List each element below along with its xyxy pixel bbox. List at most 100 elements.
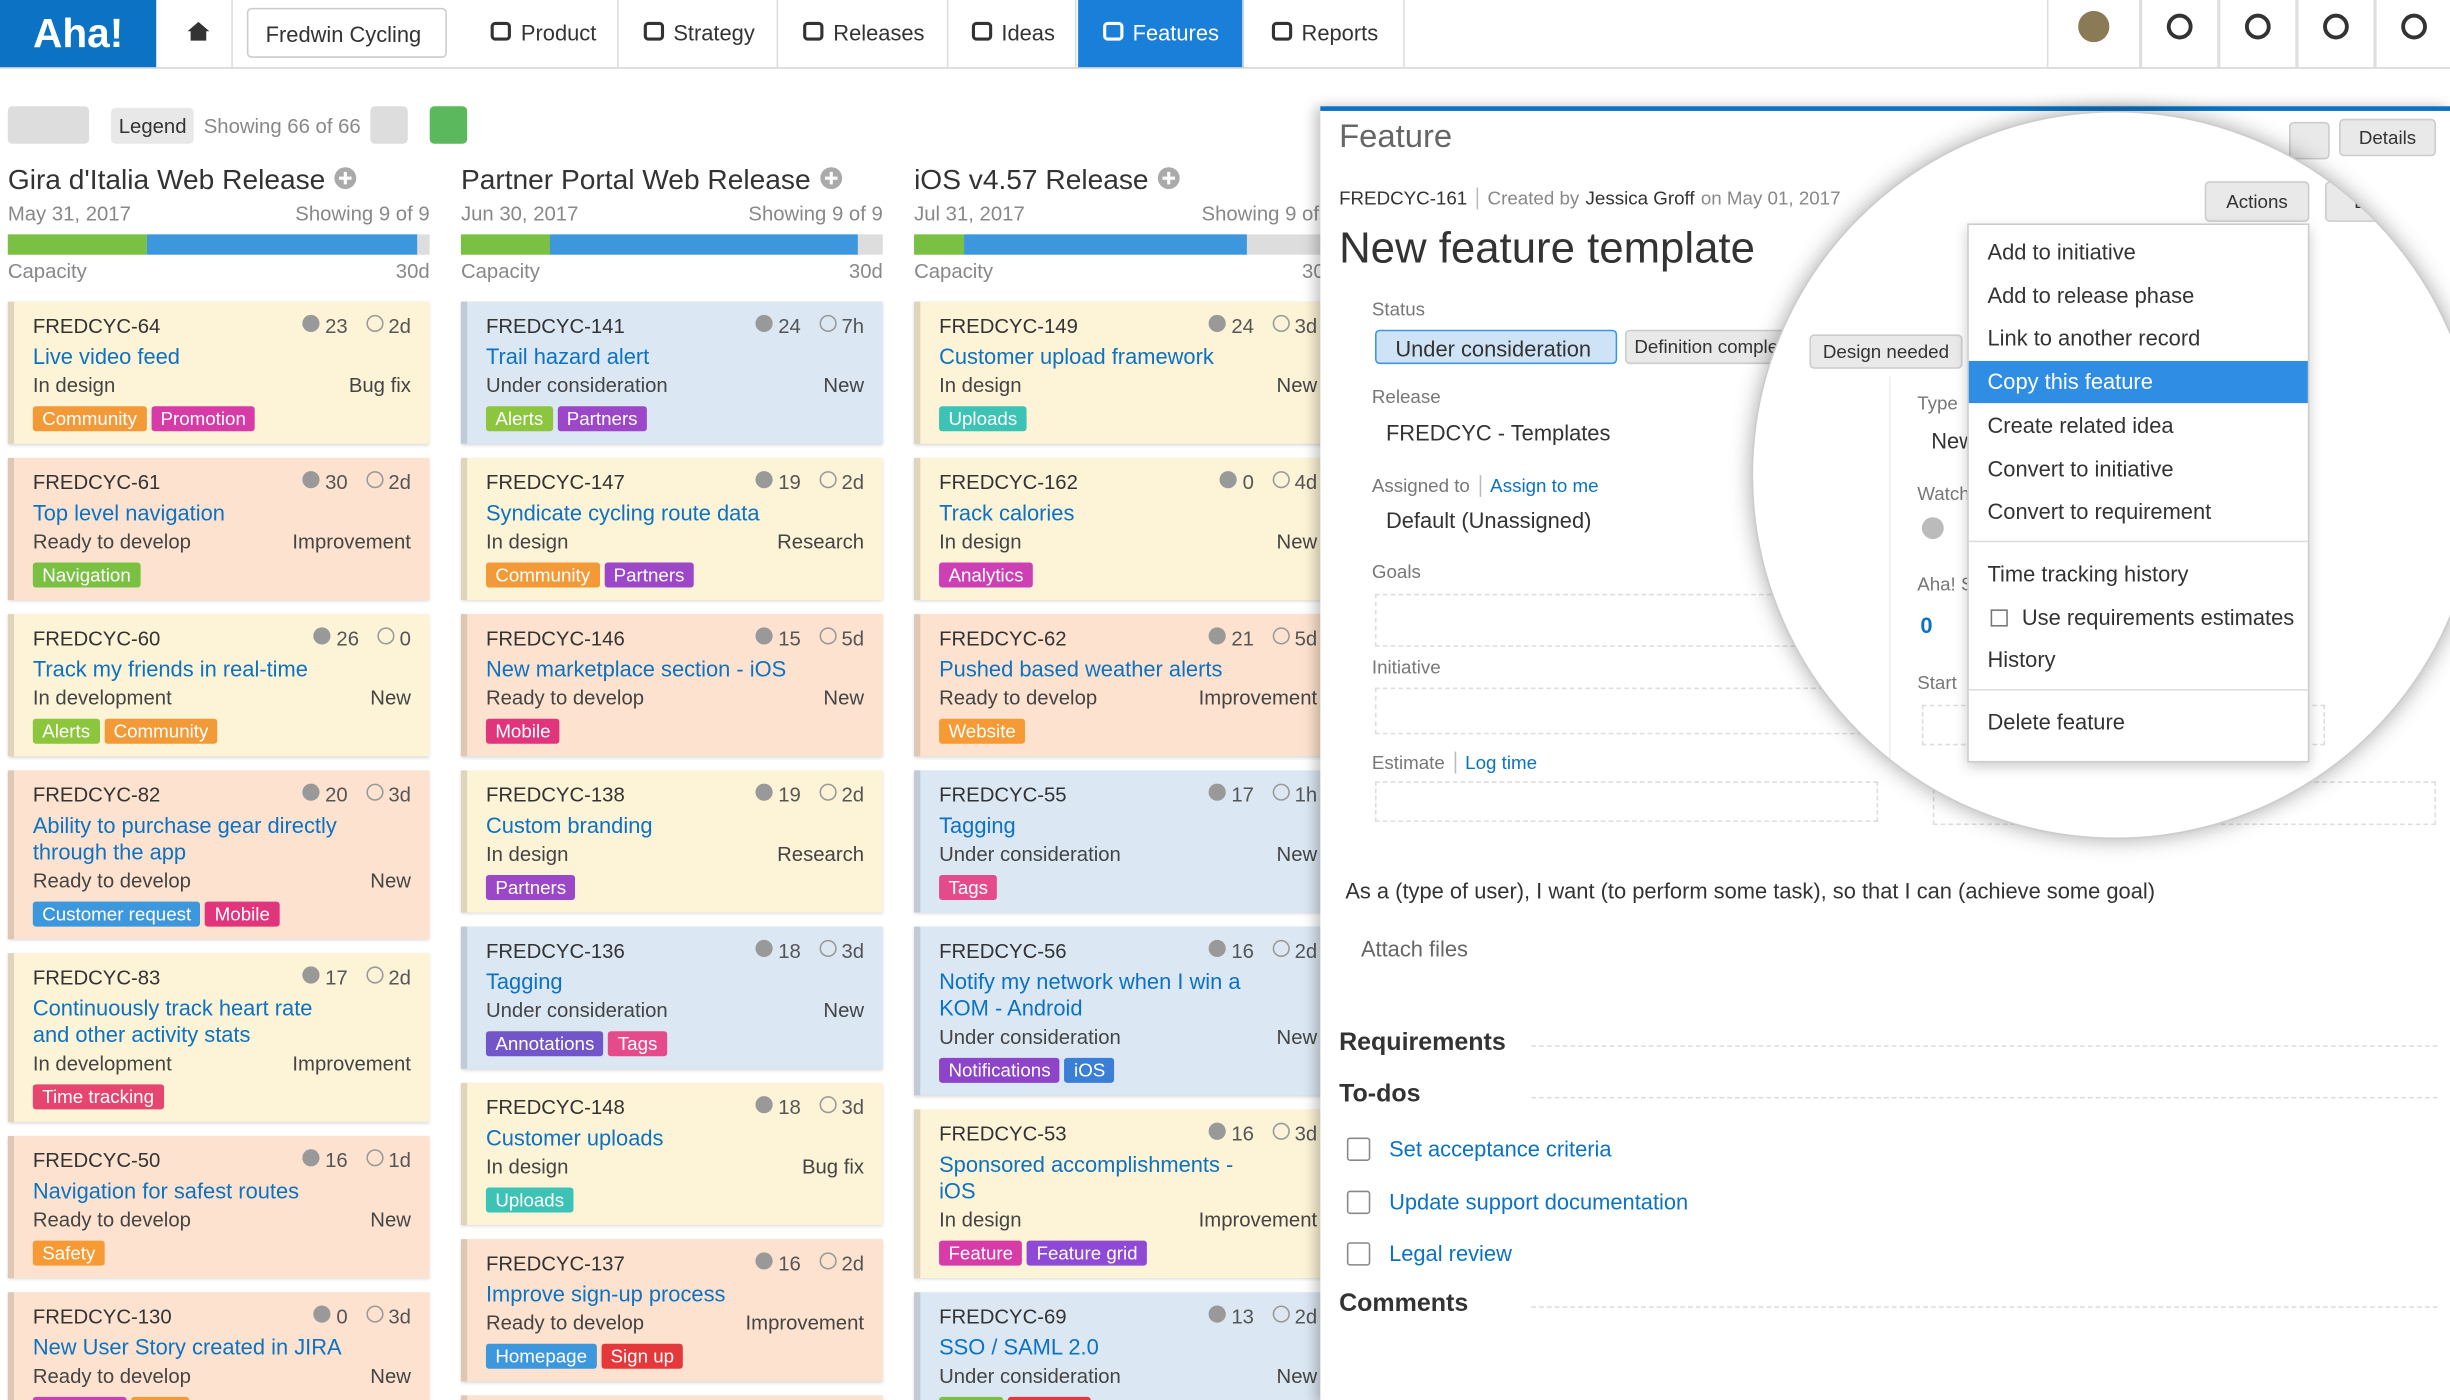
tag: Sign up: [1008, 1396, 1091, 1400]
card-header: FREDCYC-82 20 3d: [33, 782, 411, 805]
logo[interactable]: Aha!: [0, 0, 157, 68]
score-icon-glyph: [1208, 939, 1226, 957]
nav-item[interactable]: Strategy: [620, 0, 779, 68]
magnifier: Design needed Actions Export Type New Watch Ah…: [1751, 110, 2450, 840]
home-button[interactable]: [164, 0, 233, 68]
card-tags: Time tracking: [32, 1075, 411, 1109]
todo-item[interactable]: Set acceptance criteria: [1389, 1135, 1612, 1161]
menu-item[interactable]: Time tracking history: [1969, 553, 2308, 595]
tag: Analytics: [32, 1396, 127, 1400]
menu-item[interactable]: Add to release phase: [1969, 275, 2308, 317]
card-type: New: [370, 868, 411, 892]
feature-card[interactable]: FREDCYC-55 17 1h Tagging Under consideration…: [914, 769, 1336, 913]
score-icon: [302, 1148, 321, 1171]
menu-item[interactable]: Convert to initiative: [1969, 448, 2308, 490]
attach-files[interactable]: Attach files: [1360, 935, 1468, 961]
menu-item[interactable]: Add to initiative: [1969, 231, 2308, 273]
capacity-label: Capacity: [460, 258, 540, 283]
feature-card[interactable]: FREDCYC-139124d: [460, 1394, 883, 1400]
product-select[interactable]: Fredwin Cycling: [246, 7, 447, 58]
feature-card[interactable]: FREDCYC-162 0 4d Track calories In design New…: [914, 457, 1336, 600]
feature-card[interactable]: FREDCYC-138 19 2d Custom branding In design R…: [460, 769, 883, 913]
feature-card[interactable]: FREDCYC-83 17 2d Continuously track heart r…: [7, 952, 430, 1122]
details-button[interactable]: Details: [2339, 118, 2436, 157]
nav-item[interactable]: Reports: [1245, 0, 1405, 68]
feature-card[interactable]: FREDCYC-146 15 5d New marketplace section -…: [460, 613, 883, 756]
view-toggle[interactable]: [7, 106, 90, 144]
nav-icon-button[interactable]: [2375, 0, 2450, 68]
filter-button[interactable]: [370, 106, 408, 144]
menu-item[interactable]: Create related idea: [1969, 404, 2308, 446]
legend-button[interactable]: Legend: [110, 107, 195, 143]
add-watcher[interactable]: [1921, 517, 1944, 540]
card-header: FREDCYC-149 24 3d: [939, 314, 1317, 337]
workflow-step[interactable]: Design needed: [1809, 334, 1963, 369]
menu-item[interactable]: Copy this feature: [1968, 361, 2308, 404]
todo-item[interactable]: Update support documentation: [1389, 1188, 1689, 1214]
tag: Partners: [485, 874, 576, 900]
close-button[interactable]: [2289, 121, 2330, 160]
card-status-row: In design New: [939, 529, 1317, 552]
card-stats: 15 5d: [755, 626, 864, 650]
todo-item[interactable]: Legal review: [1389, 1240, 1512, 1266]
nav-item[interactable]: Product: [469, 0, 619, 68]
assign-me[interactable]: Assign to me: [1490, 475, 1599, 497]
actions-button[interactable]: Actions: [2204, 181, 2310, 222]
card-stats: 19 2d: [755, 470, 864, 493]
feature-card[interactable]: FREDCYC-50 16 1d Navigation for safest rout…: [7, 1135, 430, 1278]
card-status: Under consideration: [939, 1363, 1121, 1388]
status-select[interactable]: Under consideration: [1375, 329, 1618, 365]
nav-item[interactable]: Features: [1078, 0, 1244, 68]
feature-card[interactable]: FREDCYC-60 26 0 Track my friends in real-ti…: [7, 613, 430, 756]
feature-card[interactable]: FREDCYC-147 19 2d Syndicate cycling route d…: [460, 457, 883, 600]
todo-checkbox[interactable]: [1346, 1137, 1371, 1161]
nav-item[interactable]: Releases: [780, 0, 949, 68]
export-button[interactable]: Export: [2325, 181, 2438, 222]
feature-card[interactable]: FREDCYC-136 18 3d Tagging Under consideratio…: [460, 926, 883, 1069]
todo-checkbox[interactable]: [1346, 1242, 1371, 1266]
feature-card[interactable]: FREDCYC-137 16 2d Improve sign-up process Re…: [460, 1238, 883, 1381]
nav-label: Features: [1132, 20, 1219, 46]
feature-card[interactable]: FREDCYC-149 24 3d Customer upload framework…: [914, 301, 1336, 444]
time-icon-glyph: [818, 783, 836, 801]
card-status-row: In design Bug fix: [33, 373, 411, 396]
feature-card[interactable]: FREDCYC-61 30 2d Top level navigation Ready …: [7, 457, 430, 600]
time-icon-glyph: [1271, 939, 1290, 957]
score-icon: [302, 314, 321, 337]
menu-item[interactable]: History: [1969, 640, 2308, 682]
nav-icon-button[interactable]: [2218, 0, 2297, 68]
feature-card[interactable]: FREDCYC-62 21 5d Pushed based weather alert…: [914, 613, 1336, 756]
card-type: Bug fix: [801, 1154, 865, 1178]
card-score: 21: [1231, 626, 1254, 650]
menu-item[interactable]: Link to another record: [1969, 318, 2308, 360]
release-title: Partner Portal Web Release: [461, 164, 883, 198]
card-time: 3d: [388, 782, 411, 806]
nav-icon-button[interactable]: [2140, 0, 2219, 68]
feature-card[interactable]: FREDCYC-148 18 3d Customer uploads In design…: [460, 1082, 883, 1225]
menu-item[interactable]: Delete feature: [1969, 702, 2308, 744]
feature-card[interactable]: FREDCYC-130 0 3d New User Story created in …: [7, 1291, 430, 1400]
nav-item[interactable]: Ideas: [950, 0, 1077, 68]
feature-card[interactable]: FREDCYC-64 23 2d Live video feed In design Bu…: [7, 301, 430, 444]
nav-icon-glyph: [491, 21, 512, 41]
todo-checkbox[interactable]: [1346, 1189, 1371, 1214]
feature-card[interactable]: FREDCYC-69 13 2d SSO / SAML 2.0 Under consid…: [914, 1291, 1336, 1400]
feature-card[interactable]: FREDCYC-56 16 2d Notify my network when I w…: [914, 926, 1336, 1095]
menu-item[interactable]: Convert to requirement: [1969, 491, 2308, 533]
card-status-row: In development New: [33, 686, 411, 709]
menu-item[interactable]: Use requirements estimates: [1969, 596, 2308, 638]
card-stats: 17 1h: [1208, 782, 1317, 806]
estimate-label: Estimate: [1371, 751, 1445, 774]
add-icon-glyph: [334, 166, 357, 189]
feature-card[interactable]: FREDCYC-53 16 3d Sponsored accomplishments …: [914, 1108, 1336, 1278]
card-time: 3d: [841, 938, 865, 963]
card-id: FREDCYC-141: [485, 313, 625, 338]
card-status-row: Ready to develop Improvement: [939, 686, 1317, 709]
log-time[interactable]: Log time: [1465, 751, 1538, 774]
settings-button[interactable]: [429, 106, 467, 144]
card-type: Improvement: [1198, 1207, 1318, 1231]
feature-card[interactable]: FREDCYC-82 20 3d Ability to purchase gear d…: [7, 769, 430, 939]
feature-card[interactable]: FREDCYC-141 24 7h Trail hazard alert Under c…: [460, 301, 883, 444]
nav-icon-button[interactable]: [2296, 0, 2375, 68]
nav-icon-button[interactable]: [2046, 0, 2141, 68]
